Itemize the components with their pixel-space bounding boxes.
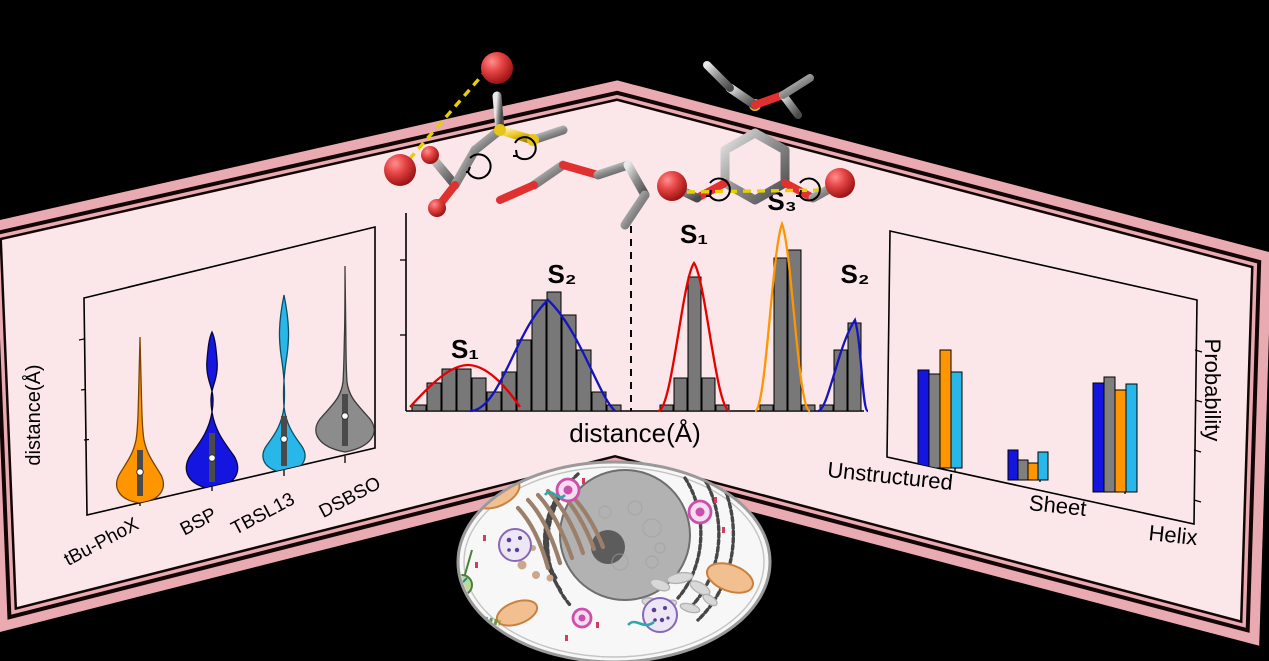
svg-text:S₂: S₂ <box>548 259 577 289</box>
svg-text:Probability: Probability <box>1200 339 1225 442</box>
svg-text:S₁: S₁ <box>680 219 708 249</box>
svg-text:Helix: Helix <box>1147 520 1198 550</box>
svg-text:distance(Å): distance(Å) <box>22 364 45 465</box>
svg-text:S₁: S₁ <box>451 334 479 364</box>
svg-text:S₂: S₂ <box>841 259 870 289</box>
svg-text:distance(Å): distance(Å) <box>569 418 701 448</box>
